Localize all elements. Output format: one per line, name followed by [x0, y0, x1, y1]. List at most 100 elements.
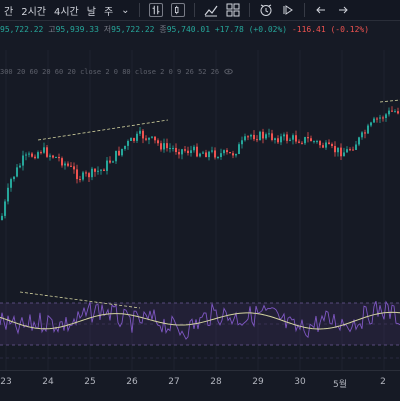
candle-body — [73, 166, 75, 170]
candle-body — [382, 117, 384, 119]
candle-body — [130, 138, 132, 141]
interval-week[interactable]: 주 — [103, 6, 114, 18]
candle-body — [64, 163, 66, 166]
candle-body — [298, 141, 300, 143]
low-prefix: 저 — [103, 25, 112, 34]
candle-body — [229, 152, 231, 154]
candle-body — [85, 172, 87, 174]
candle-body — [178, 152, 180, 155]
signal-line — [0, 311, 400, 330]
candle-body — [295, 135, 297, 142]
candle-body — [79, 179, 81, 181]
candle-body — [310, 138, 312, 142]
candle-body — [157, 140, 159, 144]
change-value-2: -116.41 (-0.12%) — [291, 25, 370, 34]
candle-body — [322, 145, 324, 148]
candle-body — [241, 140, 243, 145]
candle-body — [313, 141, 315, 143]
candle-body — [154, 136, 156, 141]
interval-2h[interactable]: 2시간 — [21, 6, 46, 18]
candle-body — [49, 155, 51, 157]
candle-body — [262, 131, 264, 139]
time-label: 29 — [252, 377, 264, 387]
candle-body — [232, 153, 234, 156]
candle-body — [274, 138, 276, 141]
candle-body — [13, 176, 15, 180]
candle-body — [334, 146, 336, 153]
candle-body — [142, 130, 144, 139]
interval-more-chevron[interactable]: ⌄ — [121, 4, 130, 16]
high-value: 95,939.33 — [55, 25, 99, 34]
candle-body — [301, 142, 303, 144]
candle-body — [91, 168, 93, 178]
time-label: 2 — [380, 377, 386, 387]
trend-line — [37, 119, 169, 141]
candle-body — [97, 170, 99, 172]
indicators-icon[interactable] — [204, 3, 218, 17]
candle-body — [196, 146, 198, 157]
candle-body — [394, 111, 396, 113]
close-prefix: 종 — [159, 25, 167, 34]
replay-icon[interactable] — [281, 3, 295, 17]
candle-body — [223, 150, 225, 154]
high-prefix: 고 — [48, 25, 56, 34]
candle-body — [169, 148, 171, 150]
interval-day[interactable]: 날 — [86, 6, 96, 18]
candle-body — [67, 163, 69, 166]
candle-body — [286, 134, 288, 141]
oscillator-line — [0, 300, 400, 340]
ohlc-legend: 95,722.22 고95,939.33 저95,722.22 종95,740.… — [0, 24, 369, 35]
redo-icon[interactable] — [336, 3, 350, 17]
price-chart[interactable] — [0, 20, 400, 370]
close-value: 95,740.01 — [166, 25, 211, 34]
candle-body — [163, 143, 165, 150]
interval-4h[interactable]: 4시간 — [53, 6, 79, 18]
candle-body — [37, 152, 39, 159]
candle-body — [103, 169, 105, 171]
candle-body — [94, 168, 96, 172]
candle-body — [208, 151, 210, 158]
time-label: 26 — [126, 377, 138, 387]
time-label: 5월 — [332, 380, 348, 390]
candle-body — [304, 137, 306, 144]
candle-body — [46, 147, 48, 157]
candle-body — [220, 153, 222, 158]
candle-body — [253, 134, 255, 140]
candle-body — [61, 158, 63, 166]
candle-body — [376, 118, 378, 120]
time-label: 30 — [294, 377, 306, 387]
candle-body — [133, 138, 135, 141]
change-value: +17.78 (+0.02%) — [214, 25, 288, 34]
indicator-legend[interactable]: 300 20 60 20 60 20 close 2 0 80 close 2 … — [0, 67, 233, 76]
candle-body — [238, 144, 240, 155]
templates-icon[interactable] — [226, 3, 240, 17]
candle-body — [364, 132, 366, 134]
candle-body — [217, 157, 219, 159]
candle-body — [268, 133, 270, 135]
open-value: 95,722.22 — [0, 25, 44, 34]
undo-icon[interactable] — [314, 3, 328, 17]
candle-body — [139, 130, 141, 134]
candle-body — [361, 132, 363, 138]
candle-body — [112, 161, 114, 163]
candle-body — [385, 114, 387, 118]
candle-style-icon[interactable] — [170, 3, 185, 17]
candle-body — [307, 137, 309, 139]
toolbar-divider — [193, 3, 195, 17]
alert-clock-icon[interactable] — [259, 3, 273, 17]
candle-body — [349, 149, 351, 151]
candle-body — [391, 110, 393, 112]
candle-body — [346, 149, 348, 153]
candle-body — [7, 187, 9, 202]
candle-body — [280, 136, 282, 143]
candle-body — [292, 135, 294, 140]
eye-icon[interactable] — [224, 67, 233, 76]
time-axis[interactable]: 23 24 25 26 27 28 29 30 5월 2 — [0, 370, 400, 401]
toolbar-divider — [138, 3, 140, 17]
candle-body — [337, 147, 339, 153]
candle-body — [244, 136, 246, 141]
bar-style-icon[interactable] — [148, 3, 163, 17]
candle-body — [214, 150, 216, 158]
candle-body — [193, 146, 195, 151]
interval-partial[interactable]: 간 — [4, 6, 14, 18]
